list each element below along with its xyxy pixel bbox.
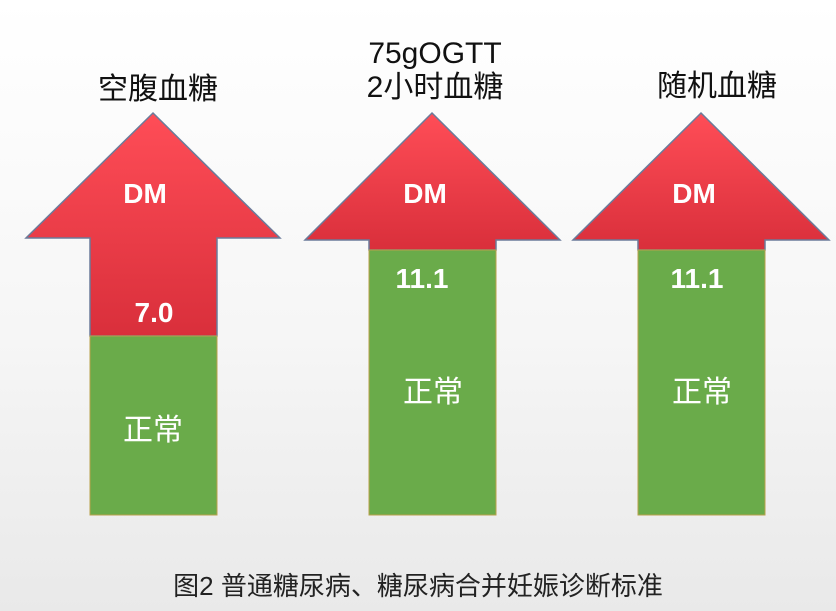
arrow-fasting <box>24 111 282 516</box>
title-line: 75gOGTT <box>368 37 502 70</box>
column-title-fasting: 空腹血糖 <box>78 73 238 107</box>
title-line: 2小时血糖 <box>366 71 504 104</box>
arrow-ogtt <box>303 111 562 516</box>
normal-region <box>637 249 766 516</box>
normal-region <box>368 249 497 516</box>
title-line: 随机血糖 <box>657 70 777 103</box>
column-title-random: 随机血糖 <box>637 70 797 104</box>
dm-label: DM <box>403 178 447 209</box>
normal-label: 正常 <box>403 376 463 409</box>
threshold-value: 7.0 <box>134 297 174 328</box>
arrow-random <box>571 111 831 516</box>
dm-label: DM <box>672 178 716 209</box>
normal-label: 正常 <box>672 376 732 409</box>
figure-caption: 图2 普通糖尿病、糖尿病合并妊娠诊断标准 <box>173 571 663 601</box>
threshold-value: 11.1 <box>395 263 449 294</box>
threshold-value: 11.1 <box>670 263 724 294</box>
column-title-ogtt: 75gOGTT 2小时血糖 <box>345 37 525 105</box>
normal-label: 正常 <box>123 414 183 447</box>
dm-label: DM <box>123 178 167 209</box>
title-line: 空腹血糖 <box>98 73 218 106</box>
normal-region <box>89 335 218 516</box>
